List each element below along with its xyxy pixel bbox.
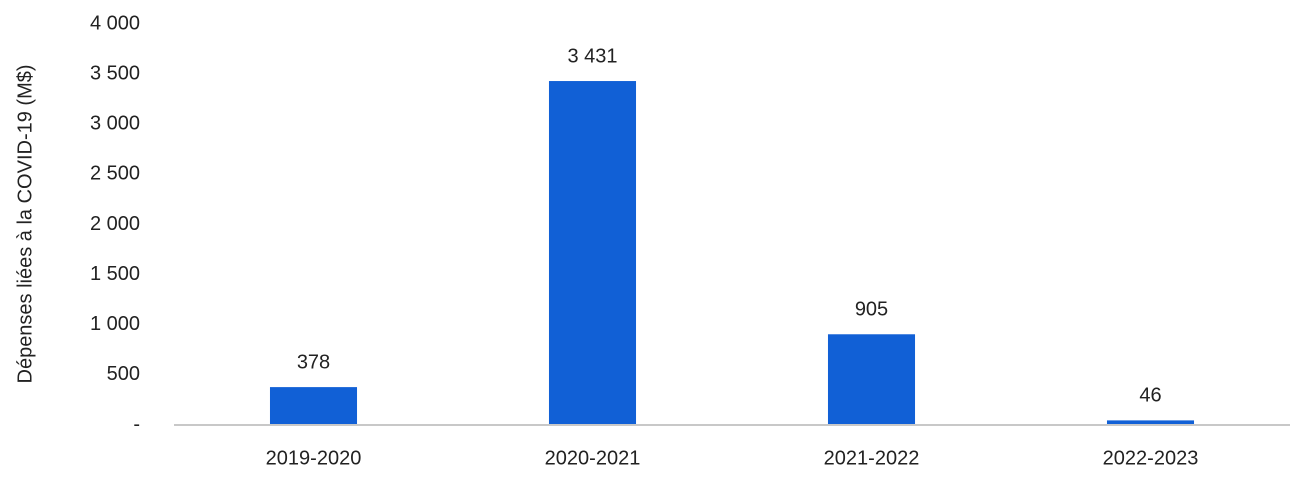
y-axis-title: Dépenses liées à la COVID-19 (M$) (14, 64, 36, 383)
value-label: 3 431 (567, 45, 617, 67)
y-tick-label: 1 000 (90, 313, 140, 335)
y-tick-label: 500 (107, 363, 140, 385)
y-tick-label: 4 000 (90, 12, 140, 34)
value-label: 905 (855, 299, 888, 321)
y-tick-label: 2 500 (90, 163, 140, 185)
y-tick-label: 1 500 (90, 263, 140, 285)
x-tick-label: 2022-2023 (1103, 447, 1199, 469)
bar (548, 81, 637, 426)
bar (1106, 420, 1195, 425)
x-tick-label: 2019-2020 (266, 447, 362, 469)
bar (269, 387, 358, 425)
value-label: 378 (297, 351, 330, 373)
y-tick-label: 3 000 (90, 113, 140, 135)
y-tick-label: - (133, 413, 140, 435)
bar (827, 334, 916, 425)
x-tick-label: 2021-2022 (824, 447, 920, 469)
y-tick-label: 2 000 (90, 213, 140, 235)
y-tick-label: 3 500 (90, 62, 140, 84)
x-tick-label: 2020-2021 (545, 447, 641, 469)
value-label: 46 (1139, 385, 1161, 407)
